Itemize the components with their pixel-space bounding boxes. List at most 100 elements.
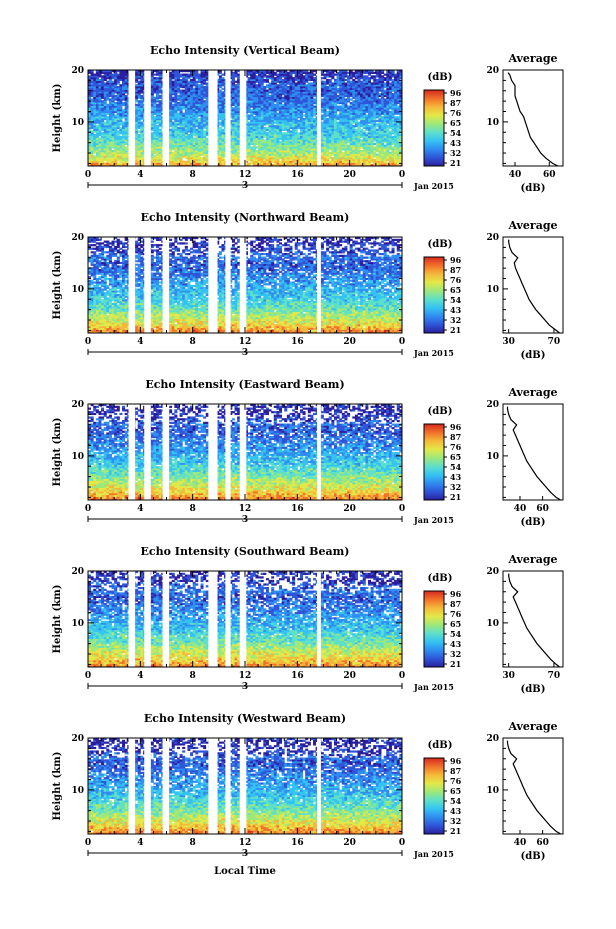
heatmap-cell	[337, 122, 340, 124]
heatmap-cell	[313, 118, 316, 120]
heatmap-cell	[282, 132, 285, 134]
heatmap-cell	[172, 122, 175, 124]
heatmap-cell	[376, 129, 379, 131]
heatmap-cell	[187, 134, 190, 136]
heatmap-cell	[376, 123, 379, 125]
heatmap-cell	[339, 106, 342, 108]
heatmap-cell	[201, 157, 204, 159]
heatmap-cell	[159, 95, 162, 97]
heatmap-cell	[104, 162, 107, 164]
heatmap-cell	[156, 125, 159, 127]
heatmap-cell	[138, 100, 141, 102]
heatmap-cell	[153, 116, 156, 118]
heatmap-cell	[93, 134, 96, 136]
heatmap-cell	[263, 139, 266, 141]
heatmap-cell	[373, 143, 376, 145]
heatmap-cell	[329, 152, 332, 154]
heatmap-cell	[114, 114, 117, 116]
heatmap-cell	[392, 136, 395, 138]
heatmap-cell	[248, 122, 251, 124]
heatmap-cell	[381, 116, 384, 118]
heatmap-cell	[360, 129, 363, 131]
heatmap-cell	[384, 90, 387, 92]
heatmap-cell	[321, 114, 324, 116]
heatmap-cell	[125, 146, 128, 148]
heatmap-cell	[140, 95, 143, 97]
heatmap-cell	[221, 129, 224, 131]
heatmap-cell	[266, 90, 269, 92]
heatmap-cell	[104, 122, 107, 124]
heatmap-cell	[373, 146, 376, 148]
heatmap-cell	[337, 106, 340, 108]
heatmap-cell	[172, 104, 175, 106]
heatmap-cell	[326, 111, 329, 113]
heatmap-cell	[219, 127, 222, 129]
heatmap-cell	[101, 132, 104, 134]
heatmap-cell	[397, 106, 400, 108]
heatmap-cell	[350, 102, 353, 104]
heatmap-cell	[279, 141, 282, 143]
heatmap-cell	[347, 106, 350, 108]
heatmap-cell	[138, 134, 141, 136]
heatmap-cell	[180, 90, 183, 92]
heatmap-cell	[91, 130, 94, 132]
heatmap-cell	[96, 125, 99, 127]
heatmap-cell	[342, 152, 345, 154]
heatmap-cell	[376, 154, 379, 156]
heatmap-cell	[248, 162, 251, 164]
heatmap-cell	[117, 130, 120, 132]
heatmap-cell	[138, 130, 141, 132]
heatmap-cell	[101, 100, 104, 102]
heatmap-cell	[360, 150, 363, 152]
heatmap-cell	[337, 114, 340, 116]
heatmap-cell	[203, 130, 206, 132]
heatmap-cell	[140, 122, 143, 124]
heatmap-cell	[358, 122, 361, 124]
heatmap-cell	[177, 127, 180, 129]
heatmap-cell	[266, 132, 269, 134]
heatmap-cell	[368, 125, 371, 127]
heatmap-cell	[255, 146, 258, 148]
heatmap-cell	[177, 102, 180, 104]
heatmap-cell	[106, 116, 109, 118]
heatmap-cell	[365, 114, 368, 116]
heatmap-cell	[232, 107, 235, 109]
heatmap-cell	[98, 138, 101, 140]
heatmap-cell	[313, 98, 316, 100]
heatmap-cell	[153, 97, 156, 99]
heatmap-cell	[360, 139, 363, 141]
heatmap-cell	[172, 97, 175, 99]
heatmap-cell	[394, 116, 397, 118]
heatmap-cell	[114, 102, 117, 104]
heatmap-cell	[91, 98, 94, 100]
heatmap-cell	[326, 118, 329, 120]
heatmap-cell	[274, 104, 277, 106]
heatmap-cell	[274, 125, 277, 127]
heatmap-cell	[198, 118, 201, 120]
heatmap-cell	[297, 132, 300, 134]
heatmap-cell	[114, 95, 117, 97]
heatmap-cell	[106, 104, 109, 106]
panel-title: Echo Intensity (Vertical Beam)	[150, 44, 340, 57]
heatmap-cell	[266, 127, 269, 129]
heatmap-cell	[177, 113, 180, 115]
heatmap-cell	[125, 95, 128, 97]
heatmap-cell	[182, 113, 185, 115]
heatmap-cell	[373, 159, 376, 161]
heatmap-cell	[284, 132, 287, 134]
heatmap-cell	[279, 161, 282, 163]
heatmap-cell	[156, 104, 159, 106]
heatmap-cell	[117, 162, 120, 164]
heatmap-cell	[185, 161, 188, 163]
heatmap-cell	[159, 129, 162, 131]
heatmap-cell	[355, 129, 358, 131]
heatmap-cell	[193, 138, 196, 140]
heatmap-cell	[365, 132, 368, 134]
heatmap-cell	[313, 106, 316, 108]
heatmap-cell	[352, 100, 355, 102]
heatmap-cell	[392, 146, 395, 148]
heatmap-cell	[221, 91, 224, 93]
heatmap-cell	[206, 138, 209, 140]
heatmap-cell	[282, 104, 285, 106]
